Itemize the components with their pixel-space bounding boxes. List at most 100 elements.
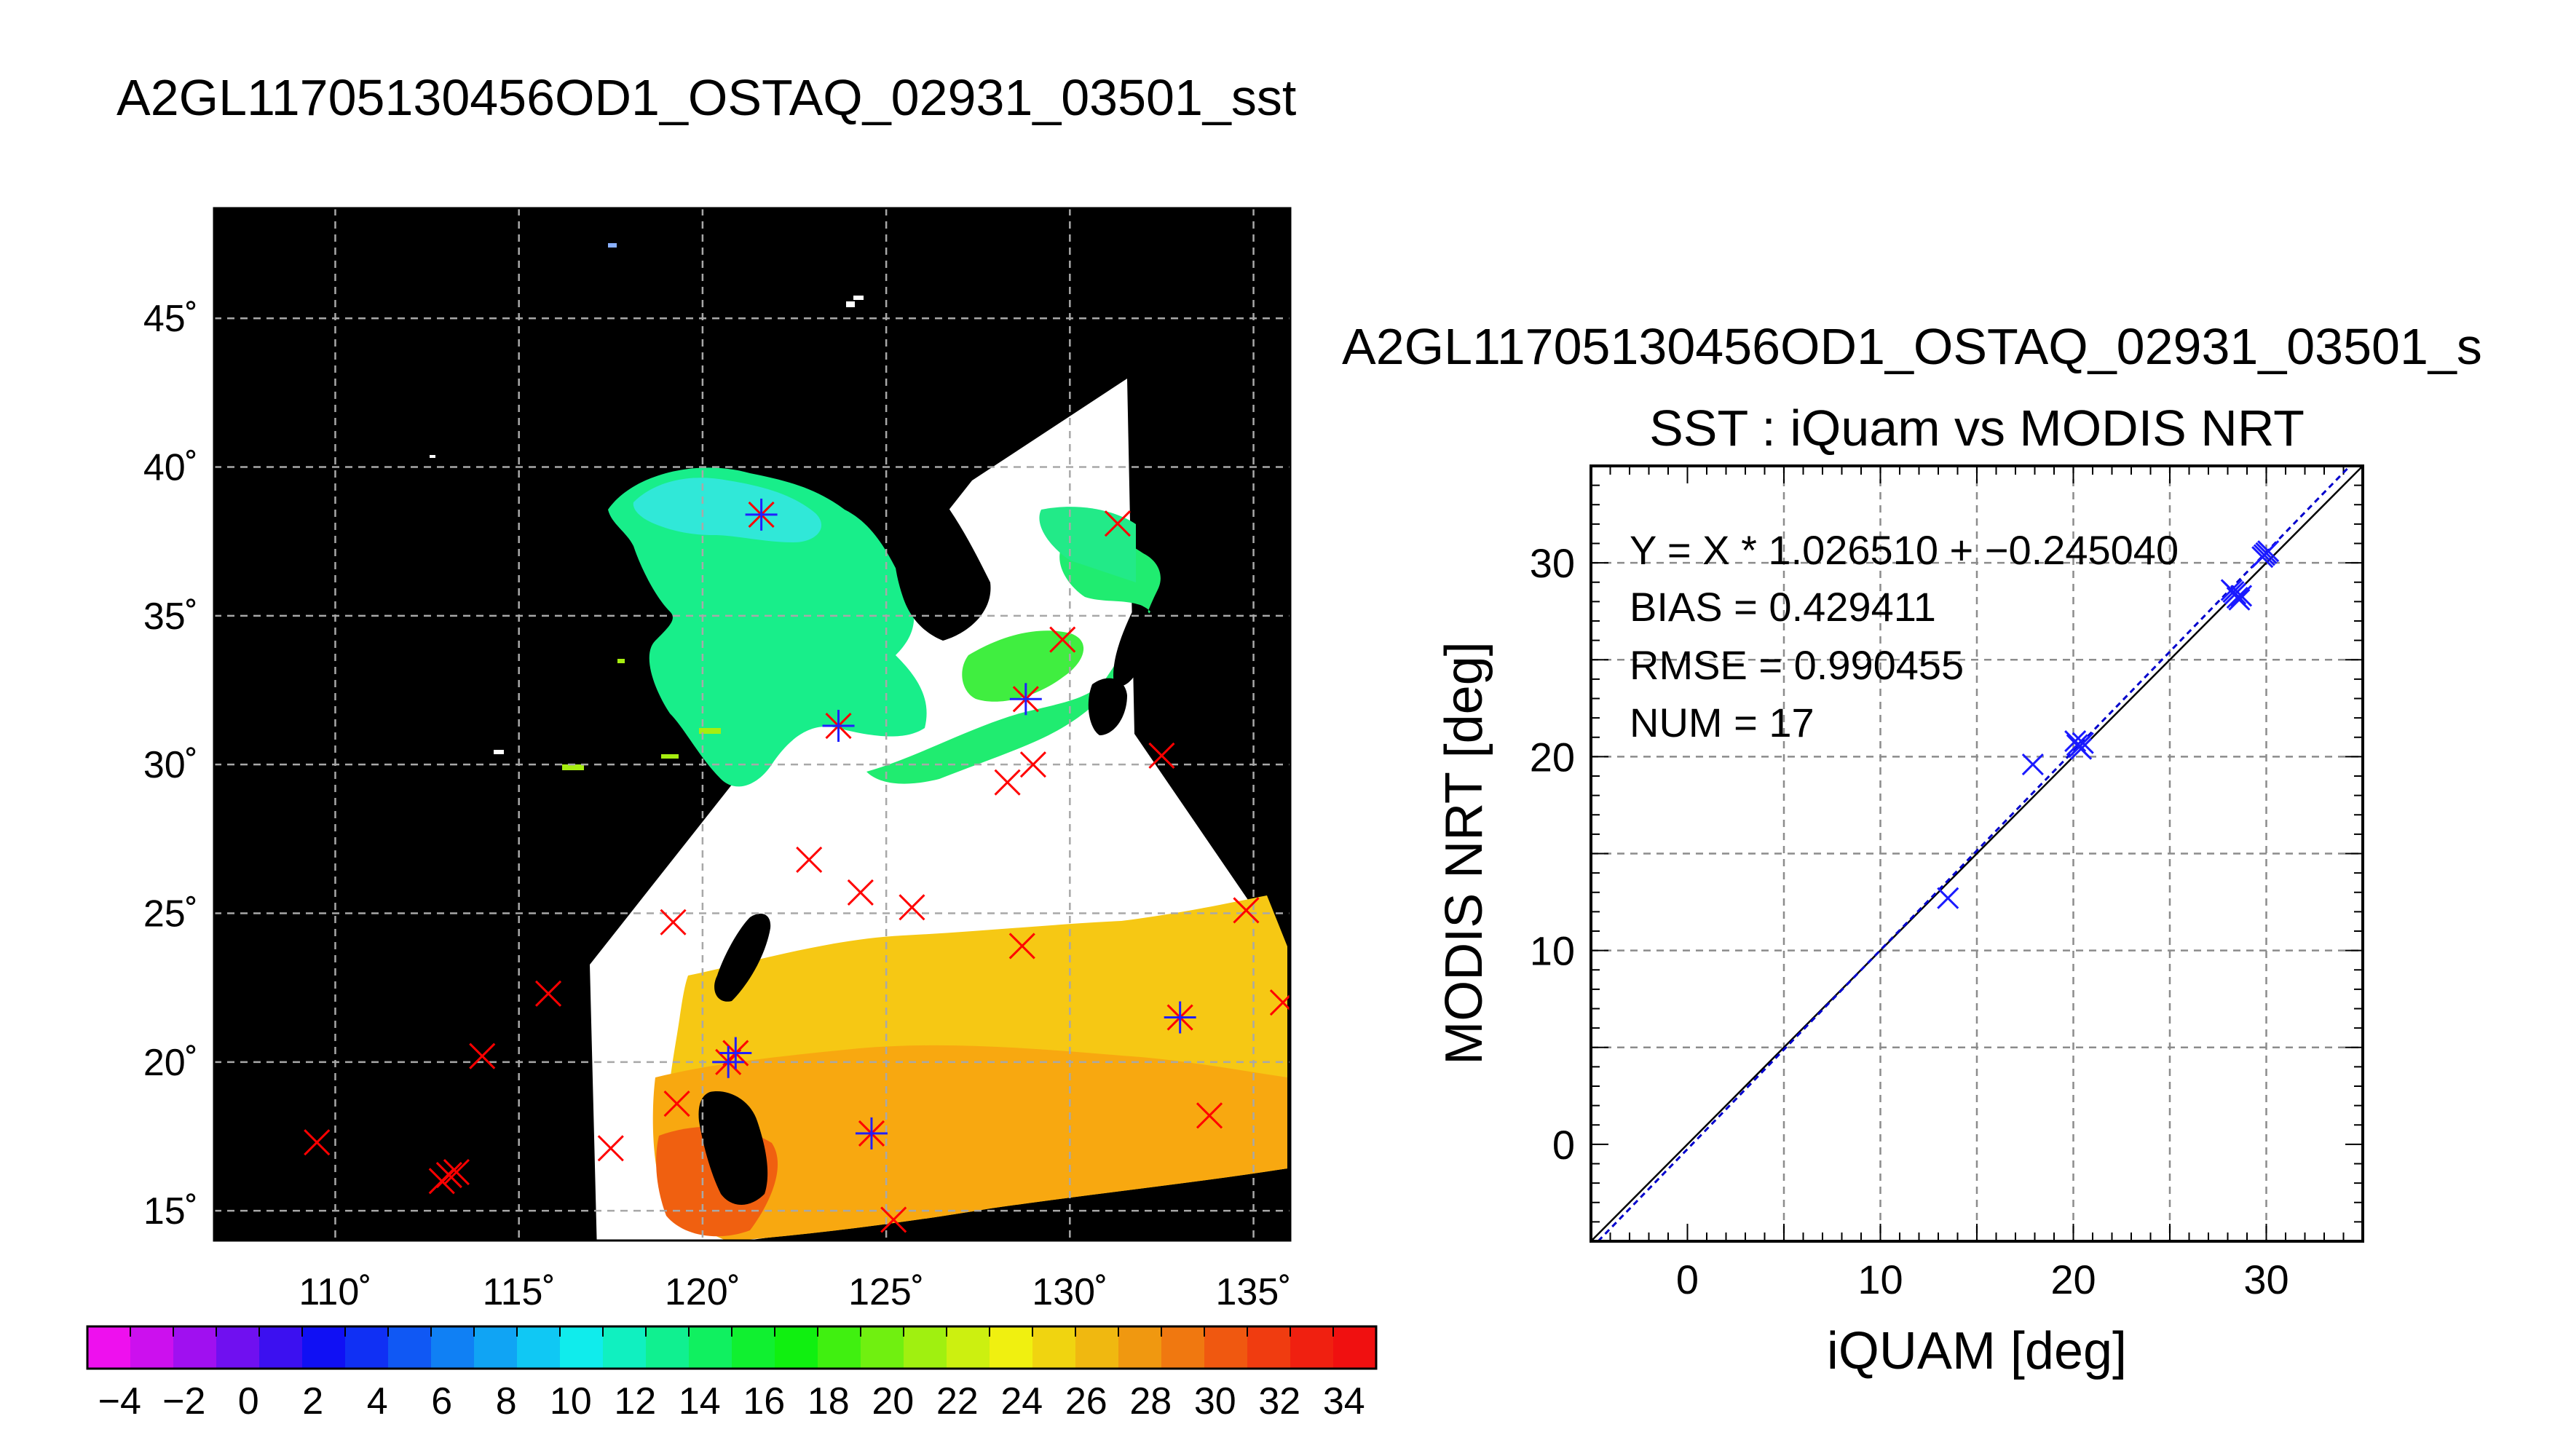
scatter-y-label: MODIS NRT [deg] (1435, 641, 1493, 1065)
map-iquam-point-stroke (880, 1206, 907, 1233)
scatter-point (2021, 753, 2044, 776)
colorbar-segment (1075, 1326, 1119, 1369)
colorbar-tick-label: 4 (367, 1380, 388, 1423)
map-y-tick-label: 35˚ (143, 596, 198, 638)
scatter-y-tick-label: 30 (1530, 540, 1575, 586)
map-iquam-point (597, 1135, 624, 1162)
colorbar-tick-label: −4 (98, 1380, 141, 1423)
land-luzon (698, 1091, 768, 1205)
scatter-point-stroke (2021, 753, 2044, 776)
colorbar-segment (216, 1326, 260, 1369)
map-iquam-point-stroke (994, 769, 1021, 796)
colorbar-tick-label: −2 (162, 1380, 205, 1423)
colorbar-segment (345, 1326, 389, 1369)
scatter-points (1937, 540, 2280, 909)
scatter-point (1937, 887, 1959, 909)
colorbar-ticks: −4 −2 0 2 4 6 8 10 12 14 16 18 20 22 24 26 28 30 32 34 (98, 1380, 1365, 1423)
scatter-point-stroke (2228, 588, 2251, 611)
scatter-point (2257, 540, 2280, 563)
map-title: A2GL11705130456OD1_OSTAQ_02931_03501_sst (117, 69, 1296, 126)
map-iquam-point (660, 909, 687, 935)
map-iquam-point-stroke (435, 1162, 462, 1189)
scatter-x-tick-label: 0 (1676, 1257, 1699, 1302)
colorbar-segment (1032, 1326, 1076, 1369)
colorbar-segment (130, 1326, 174, 1369)
map-iquam-point (1049, 626, 1076, 653)
map-iquam-point (796, 846, 823, 873)
map-iquam-point-stroke (660, 909, 687, 935)
sst-field-east-china-sea (866, 531, 1161, 784)
colorbar-segment (1247, 1326, 1291, 1369)
map-matched-point (1009, 683, 1042, 716)
map-y-axis: 15˚ 20˚ 25˚ 30˚ 35˚ 40˚ 45˚ (143, 298, 198, 1233)
scatter-y-tick-label: 20 (1530, 734, 1575, 780)
map-matched-point (1164, 1001, 1196, 1034)
map-iquam-point-stroke (1148, 742, 1175, 769)
colorbar-segment (775, 1326, 818, 1369)
sst-field-yellow-sea (608, 467, 927, 787)
colorbar-segment (87, 1326, 131, 1369)
colorbar-tick-label: 20 (872, 1380, 914, 1423)
map-x-tick-label: 135˚ (1216, 1271, 1292, 1313)
colorbar-segment (1118, 1326, 1162, 1369)
map-matched-point (745, 498, 778, 531)
colorbar-tick-label: 6 (431, 1380, 452, 1423)
scatter-stats: Y = X * 1.026510 + −0.245040 BIAS = 0.42… (1630, 527, 2179, 745)
stats-fit-equation: Y = X * 1.026510 + −0.245040 (1630, 527, 2179, 573)
scatter-point (2072, 732, 2094, 754)
map-iquam-point-stroke (1019, 751, 1046, 778)
colorbar-segment (1161, 1326, 1205, 1369)
map-iquam-point (1196, 1102, 1223, 1129)
map-iquam-point (663, 1090, 690, 1117)
colorbar-tick-label: 18 (807, 1380, 850, 1423)
map-iquam-point (994, 769, 1021, 796)
scatter-y-axis: 0 10 20 30 (1530, 540, 1575, 1168)
map-x-tick-label: 120˚ (665, 1271, 741, 1313)
sst-fragments (430, 243, 864, 770)
map-iquam-point-stroke (469, 1042, 496, 1069)
map-matched-point (712, 1045, 745, 1078)
stats-num: NUM = 17 (1630, 700, 1814, 745)
colorbar-segment (1333, 1326, 1377, 1369)
land-korea (870, 470, 991, 641)
map-iquam-point-stroke (796, 846, 823, 873)
map-y-tick-label: 15˚ (143, 1190, 198, 1233)
map-y-tick-label: 25˚ (143, 893, 198, 935)
colorbar (86, 1325, 1378, 1370)
colorbar-tick-label: 32 (1258, 1380, 1300, 1423)
colorbar-segment (947, 1326, 990, 1369)
scatter-point (2070, 737, 2093, 760)
map-matched-point (822, 710, 855, 743)
colorbar-tick-label: 2 (302, 1380, 323, 1423)
scatter-point-stroke (2230, 585, 2253, 607)
map-iquam-point-stroke (597, 1135, 624, 1162)
scatter-plot-area (1590, 464, 2364, 1243)
colorbar-segment (990, 1326, 1033, 1369)
scatter-point-stroke (2220, 579, 2243, 601)
map-matched-point (719, 1037, 752, 1069)
colorbar-segment (259, 1326, 303, 1369)
colorbar-tick-label: 26 (1065, 1380, 1107, 1423)
colorbar-tick-label: 10 (550, 1380, 592, 1423)
map-iquam-point (1269, 989, 1290, 1016)
map-x-tick-label: 115˚ (483, 1271, 556, 1313)
colorbar-segment (818, 1326, 861, 1369)
map-iquam-point-stroke (534, 980, 562, 1007)
scatter-y-tick-label: 0 (1552, 1122, 1575, 1168)
map-iquam-point-stroke (1269, 993, 1290, 1016)
map-iquam-point-stroke (1049, 626, 1076, 653)
scatter-point-stroke (2064, 730, 2087, 753)
map-iquam-point (1233, 897, 1260, 924)
map-iquam-point-stroke (304, 1129, 331, 1156)
map-y-tick-label: 20˚ (143, 1042, 198, 1084)
map-iquam-point-stroke (1104, 510, 1131, 537)
colorbar-segment (732, 1326, 775, 1369)
map-grid (214, 208, 1290, 1241)
colorbar-tick-label: 12 (614, 1380, 656, 1423)
map-y-tick-label: 45˚ (143, 298, 198, 340)
map-iquam-point-stroke (443, 1158, 470, 1186)
scatter-frame (1590, 464, 2364, 1243)
stats-bias: BIAS = 0.429411 (1630, 584, 1936, 630)
map-x-tick-label: 130˚ (1032, 1271, 1107, 1313)
scatter-x-label: iQUAM [deg] (1827, 1322, 2127, 1380)
